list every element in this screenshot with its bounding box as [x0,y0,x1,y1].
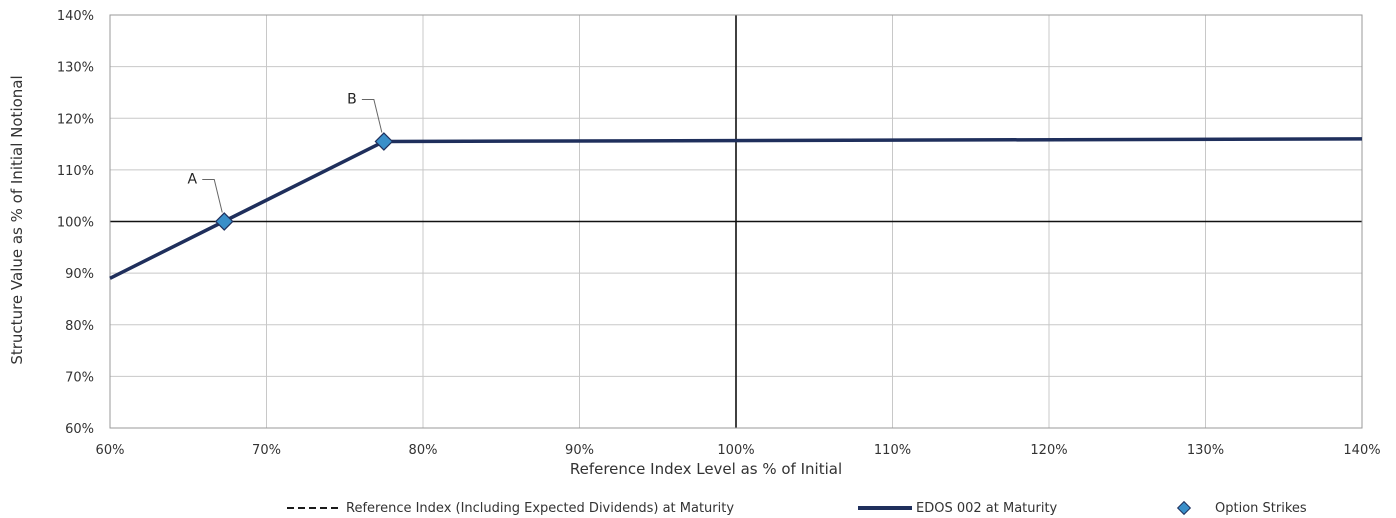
x-tick-labels: 60% 70% 80% 90% 100% 110% 120% 130% 140% [96,443,1381,458]
y-tick-label: 120% [57,112,94,127]
legend-item-edos: EDOS 002 at Maturity [858,501,1058,516]
x-tick-label: 60% [96,443,125,458]
y-tick-label: 60% [65,422,94,437]
x-tick-label: 130% [1187,443,1224,458]
point-label-leader [202,179,223,213]
y-axis-title: Structure Value as % of Initial Notional [8,75,26,364]
x-tick-label: 110% [874,443,911,458]
reference-lines [110,15,1362,428]
y-tick-label: 100% [57,216,94,231]
x-tick-label: 80% [409,443,438,458]
legend-item-reference-index: Reference Index (Including Expected Divi… [287,501,734,516]
plot-border [109,14,1363,429]
option-strike-markers: AB [187,91,394,231]
legend-item-option-strikes: Option Strikes [1176,500,1307,516]
legend-diamond-swatch [1176,500,1192,516]
y-tick-label: 90% [65,267,94,282]
y-tick-labels: 60% 70% 80% 90% 100% 110% 120% 130% 140% [57,9,94,437]
x-tick-label: 90% [565,443,594,458]
x-tick-label: 100% [717,443,754,458]
y-tick-label: 130% [57,61,94,76]
y-tick-label: 110% [57,164,94,179]
point-label-leader [361,98,383,133]
legend-label-option-strikes: Option Strikes [1215,501,1307,516]
x-axis-title: Reference Index Level as % of Initial [570,460,842,478]
y-tick-label: 80% [65,319,94,334]
y-tick-label: 140% [57,9,94,24]
option-strike-label: A [187,172,197,188]
legend: Reference Index (Including Expected Divi… [287,500,1307,516]
x-tick-label: 120% [1030,443,1067,458]
y-tick-label: 70% [65,370,94,385]
x-tick-label: 140% [1343,443,1380,458]
legend-label-reference-index: Reference Index (Including Expected Divi… [346,501,734,516]
x-tick-label: 70% [252,443,281,458]
option-strike-marker [214,212,234,231]
legend-label-edos: EDOS 002 at Maturity [916,501,1058,516]
option-strike-label: B [347,91,357,107]
option-strike-marker [374,132,394,151]
